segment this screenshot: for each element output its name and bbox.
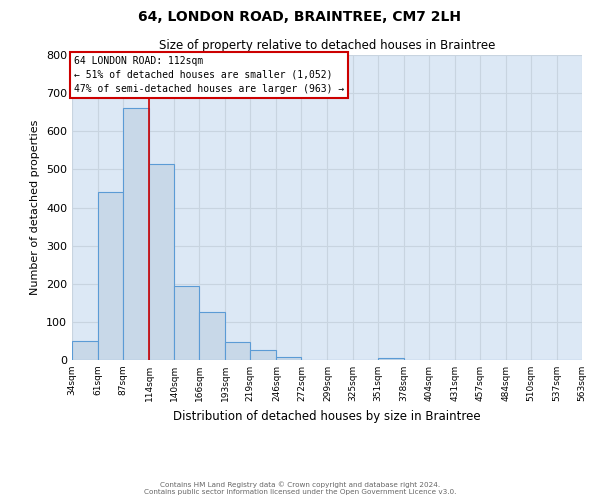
Text: Contains HM Land Registry data © Crown copyright and database right 2024.
Contai: Contains HM Land Registry data © Crown c… — [144, 482, 456, 495]
Title: Size of property relative to detached houses in Braintree: Size of property relative to detached ho… — [159, 40, 495, 52]
Bar — [174, 286, 199, 360]
Bar — [225, 342, 250, 360]
Bar — [199, 312, 225, 360]
Y-axis label: Number of detached properties: Number of detached properties — [31, 120, 40, 295]
X-axis label: Distribution of detached houses by size in Braintree: Distribution of detached houses by size … — [173, 410, 481, 422]
Bar — [377, 358, 404, 360]
Bar — [149, 164, 174, 360]
Bar — [250, 350, 277, 360]
Bar — [72, 341, 98, 360]
Text: 64 LONDON ROAD: 112sqm
← 51% of detached houses are smaller (1,052)
47% of semi-: 64 LONDON ROAD: 112sqm ← 51% of detached… — [74, 56, 344, 94]
Bar — [98, 192, 123, 360]
Text: 64, LONDON ROAD, BRAINTREE, CM7 2LH: 64, LONDON ROAD, BRAINTREE, CM7 2LH — [139, 10, 461, 24]
Bar — [123, 108, 149, 360]
Bar — [277, 358, 301, 360]
